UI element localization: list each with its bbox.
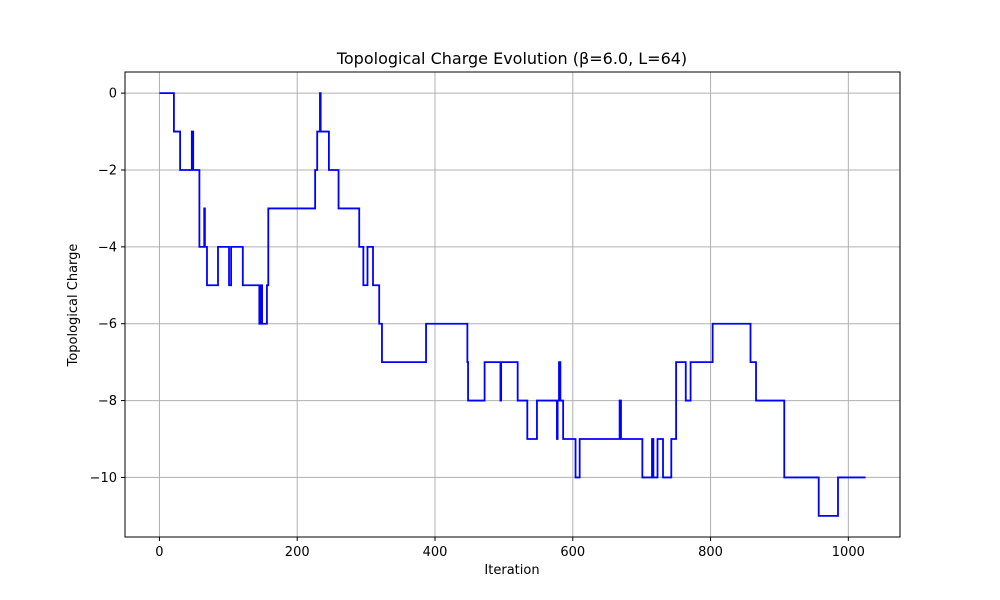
grid-layer (125, 72, 900, 537)
x-tick-label: 600 (560, 545, 585, 560)
y-tick-label: −8 (98, 394, 117, 409)
y-tick-label: −6 (98, 317, 117, 332)
y-tick-label: −2 (98, 163, 117, 178)
x-tick-label: 400 (423, 545, 448, 560)
y-tick-label: −10 (90, 471, 117, 486)
y-tick-label: 0 (109, 87, 117, 102)
x-tick-label: 800 (698, 545, 723, 560)
line-layer (159, 92, 866, 517)
chart-title: Topological Charge Evolution (β=6.0, L=6… (336, 49, 687, 68)
x-axis-label: Iteration (484, 563, 539, 578)
tick-layer: 0 200 400 600 800 1000 0 −2 −4 −6 −8 −10 (90, 87, 865, 560)
y-axis-label: Topological Charge (66, 244, 81, 368)
series-line (159, 92, 866, 517)
y-tick-label: −4 (98, 240, 117, 255)
plot-frame (124, 71, 901, 538)
x-tick-label: 0 (155, 545, 163, 560)
x-tick-label: 200 (285, 545, 310, 560)
x-tick-label: 1000 (832, 545, 865, 560)
